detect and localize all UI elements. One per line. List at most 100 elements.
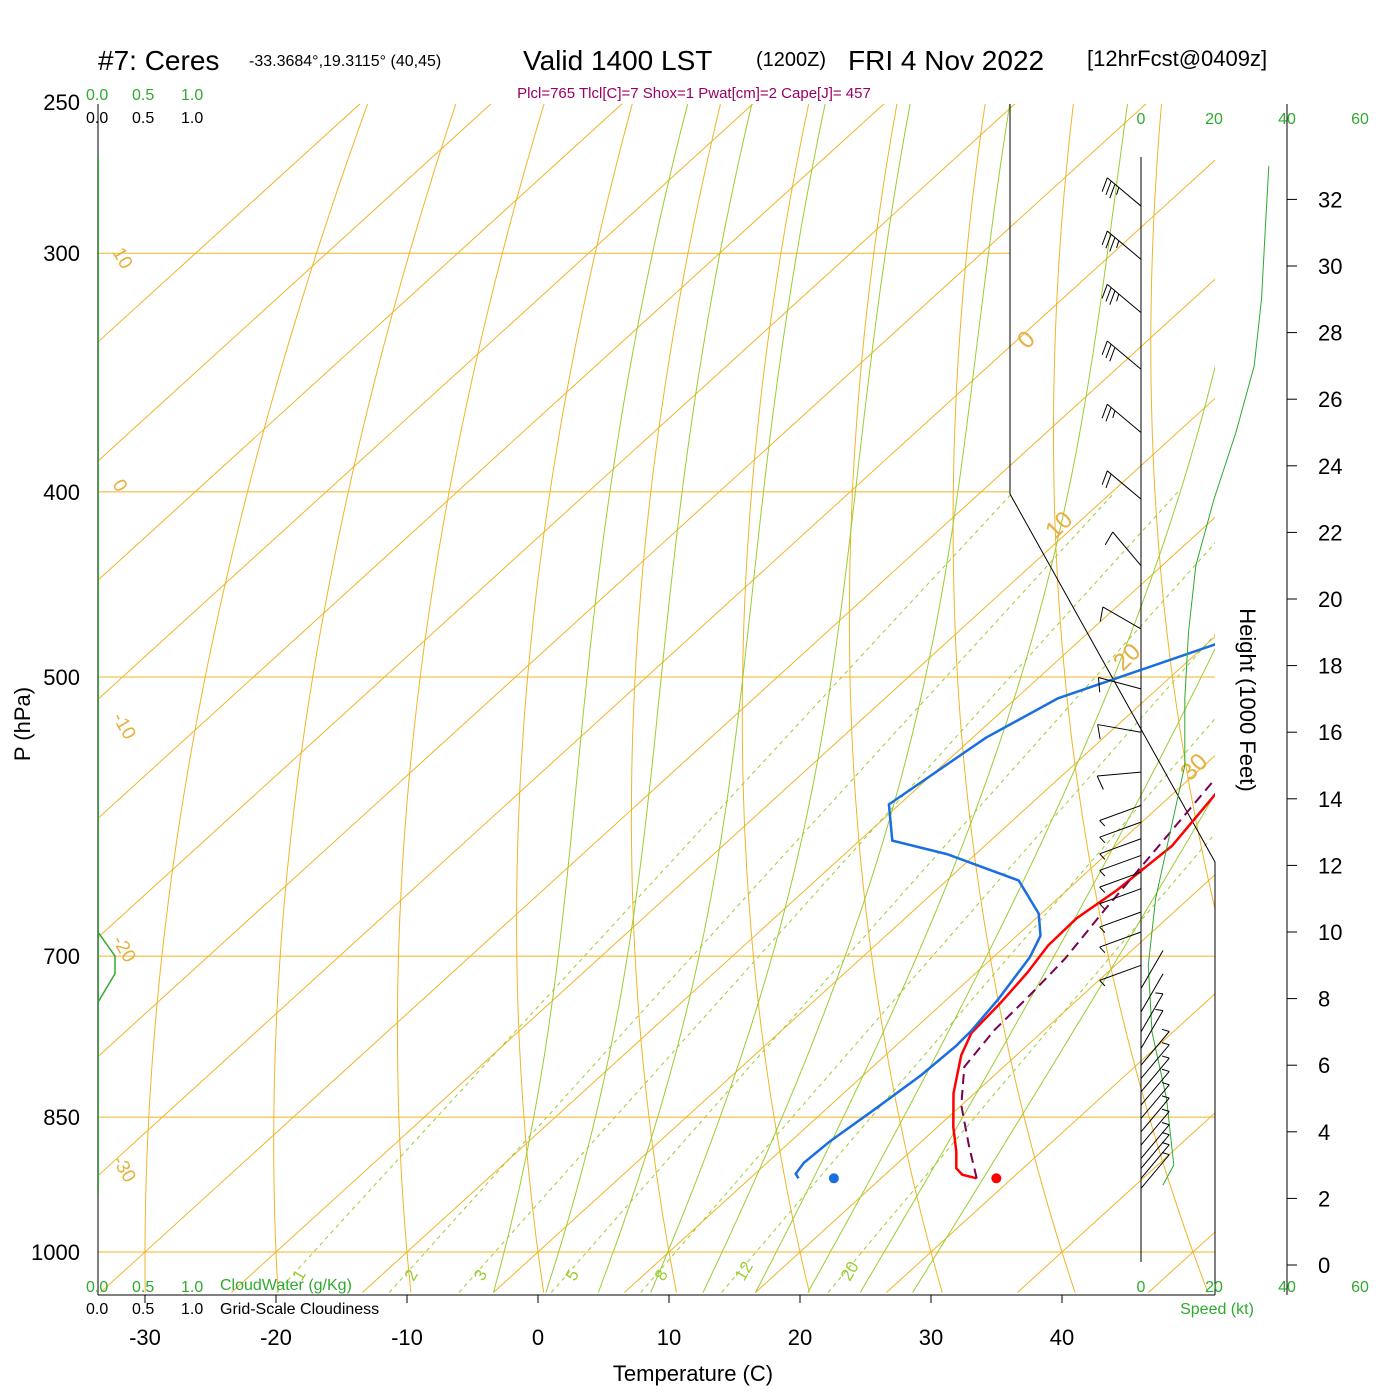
- x-tick-label: 20: [788, 1325, 812, 1350]
- sounding-series: [98, 157, 1215, 1195]
- title-valid: Valid 1400 LST: [523, 45, 712, 76]
- wind-barb: [1140, 992, 1164, 1033]
- wind-barb-feather: [1105, 287, 1112, 302]
- cloud-scale-bottom: 0.0 0.5 1.0 CloudWater (g/Kg) 0.0 0.5 1.…: [86, 1277, 379, 1318]
- dry-adiabat-line: [741, 104, 810, 1293]
- wind-barb-half-feather: [1161, 1142, 1170, 1146]
- wind-barb-staff: [1099, 804, 1142, 821]
- wind-barb-staff: [1140, 1154, 1170, 1189]
- isotherm-line: [98, 104, 1016, 939]
- wind-barb-staff: [1112, 531, 1142, 567]
- height-tick-label: 6: [1318, 1053, 1330, 1078]
- wind-barb-half-feather: [1161, 1132, 1170, 1136]
- wind-barb-feather: [1101, 284, 1108, 299]
- height-tick-label: 8: [1318, 987, 1330, 1012]
- wind-barb: [1140, 1055, 1170, 1093]
- isotherm-line: [98, 104, 885, 820]
- wind-barb-feather: [1096, 775, 1104, 790]
- cloud-top-green-1: 0.5: [132, 87, 154, 104]
- moist-adiabat-line: [859, 647, 1215, 1293]
- speed-bottom-tick-1: 20: [1205, 1279, 1223, 1296]
- isotherm-line: [231, 397, 1215, 1293]
- chart-title: #7: Ceres -33.3684°,19.3115° (40,45) Val…: [98, 45, 1267, 76]
- moist-adiabat-line: [702, 104, 1011, 1293]
- wind-barb-half-feather: [1161, 1042, 1170, 1046]
- cloud-bottom-green-0: 0.0: [86, 1279, 108, 1296]
- surface-dewpoint-dot: [828, 1173, 839, 1184]
- isotherm-line: [98, 104, 623, 581]
- wind-barb-half-feather: [1099, 820, 1106, 827]
- wind-barb-staff: [1097, 771, 1142, 777]
- dry-adiabat-line: [848, 104, 943, 1293]
- wind-barb-staff: [1106, 340, 1142, 370]
- height-tick-label: 20: [1318, 587, 1342, 612]
- height-tick-label: 12: [1318, 853, 1342, 878]
- wind-barb-staff: [1140, 1134, 1170, 1169]
- dewpoint-line: [794, 643, 1215, 1179]
- theta-label: 10: [108, 244, 137, 273]
- height-tick-label: 18: [1318, 654, 1342, 679]
- surface-temp-dot: [991, 1173, 1002, 1184]
- theta-label: 0: [1012, 326, 1041, 355]
- dry-adiabat-line: [1150, 104, 1215, 912]
- wind-barb-half-feather: [1161, 1095, 1170, 1099]
- axes: 2503004005007008501000100-10-20-30010203…: [31, 90, 1342, 1350]
- moist-adiabat-line: [912, 793, 1215, 1293]
- wind-barb-half-feather: [1099, 980, 1106, 987]
- wind-barb-half-feather: [1099, 836, 1106, 844]
- title-coords: -33.3684°,19.3115° (40,45): [249, 53, 441, 70]
- speed-bottom-tick-0: 0: [1137, 1279, 1146, 1296]
- wind-barb-feather: [1105, 343, 1112, 359]
- wind-barb: [1140, 1082, 1170, 1119]
- wind-barb: [1140, 950, 1164, 989]
- wind-barb-half-feather: [1099, 853, 1106, 860]
- wind-barb: [1140, 1068, 1170, 1106]
- wind-barb-staff: [1140, 1010, 1164, 1049]
- wind-barb-staff: [1097, 724, 1142, 733]
- pressure-tick-label: 700: [43, 944, 80, 969]
- height-tick-label: 30: [1318, 254, 1342, 279]
- cloudiness-curve: [98, 931, 116, 1003]
- wind-barb: [1099, 821, 1142, 844]
- wind-barb-half-feather: [1155, 1009, 1164, 1011]
- wind-barb: [1101, 230, 1142, 260]
- x-tick-label: -10: [391, 1325, 423, 1350]
- wind-barb: [1140, 1142, 1170, 1179]
- wind-barb-feather: [1097, 724, 1101, 740]
- wind-barb-half-feather: [1161, 1108, 1170, 1112]
- mixing-ratio-line: [827, 832, 1215, 1293]
- cloud-scale-top: 0.0 0.5 1.0 0.0 0.5 1.0: [86, 87, 203, 127]
- isotherm-line: [493, 635, 1215, 1293]
- dry-adiabat-line: [1337, 33, 1400, 1293]
- wind-barb: [1101, 470, 1142, 500]
- parcel-params: Plcl=765 Tlcl[C]=7 Shox=1 Pwat[cm]=2 Cap…: [517, 85, 871, 102]
- speed-scale: 0 20 40 60 0 20 40 60 Speed (kt): [1137, 111, 1369, 1318]
- wind-barb-feather: [1098, 677, 1101, 693]
- wind-barb-staff: [1106, 403, 1142, 433]
- wind-barb-half-feather: [1161, 1122, 1170, 1126]
- height-tick-label: 0: [1318, 1253, 1330, 1278]
- wind-barb: [1101, 403, 1142, 433]
- title-forecast: [12hrFcst@0409z]: [1087, 46, 1267, 71]
- cloudwater-label: CloudWater (g/Kg): [220, 1277, 352, 1294]
- wind-barb: [1099, 911, 1142, 933]
- x-tick-label: 0: [532, 1325, 544, 1350]
- cloud-bottom-green-1: 0.5: [132, 1279, 154, 1296]
- wind-barb-feather: [1099, 606, 1104, 622]
- mixing-ratio-line: [458, 491, 1179, 1293]
- wind-barb-staff: [1099, 871, 1142, 888]
- wind-barb-half-feather: [1099, 903, 1106, 910]
- wind-barb-staff: [1140, 1124, 1170, 1159]
- wind-barb-staff: [1099, 838, 1142, 855]
- dry-adiabat-line: [516, 104, 633, 1293]
- wind-barb: [1096, 771, 1142, 790]
- wind-barb-half-feather: [1155, 992, 1164, 995]
- wind-barb: [1101, 283, 1142, 314]
- wind-barb-half-feather: [1116, 187, 1120, 195]
- x-tick-label: -20: [260, 1325, 292, 1350]
- wind-barb-feather: [1109, 237, 1116, 252]
- moist-adiabat-line: [755, 104, 1129, 1293]
- wind-barb-half-feather: [1161, 1028, 1170, 1032]
- wind-barb: [1097, 724, 1142, 740]
